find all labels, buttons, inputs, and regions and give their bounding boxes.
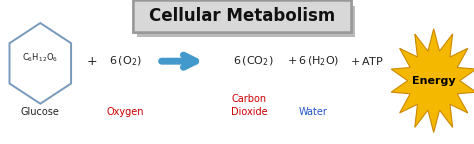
Text: Water: Water [299, 107, 327, 117]
FancyBboxPatch shape [137, 6, 355, 37]
Polygon shape [391, 29, 474, 132]
Text: $\mathregular{6\,(CO_2)}$: $\mathregular{6\,(CO_2)}$ [233, 54, 274, 68]
Text: Oxygen: Oxygen [107, 107, 145, 117]
Polygon shape [9, 23, 71, 104]
Text: $\mathregular{C_6H_{12}O_6}$: $\mathregular{C_6H_{12}O_6}$ [22, 51, 58, 64]
Text: $\mathregular{+\,ATP}$: $\mathregular{+\,ATP}$ [350, 55, 384, 67]
Text: Energy: Energy [412, 76, 456, 86]
Text: Glucose: Glucose [21, 107, 60, 117]
Text: $\mathregular{6\,(O_2)}$: $\mathregular{6\,(O_2)}$ [109, 54, 142, 68]
FancyBboxPatch shape [133, 0, 351, 32]
Text: +: + [87, 55, 98, 68]
Text: $\mathregular{+\,6\,(H_2O)}$: $\mathregular{+\,6\,(H_2O)}$ [287, 54, 339, 68]
Text: Carbon: Carbon [231, 94, 266, 104]
FancyBboxPatch shape [133, 0, 351, 32]
Text: Cellular Metabolism: Cellular Metabolism [149, 7, 335, 25]
Text: Dioxide: Dioxide [230, 107, 267, 117]
